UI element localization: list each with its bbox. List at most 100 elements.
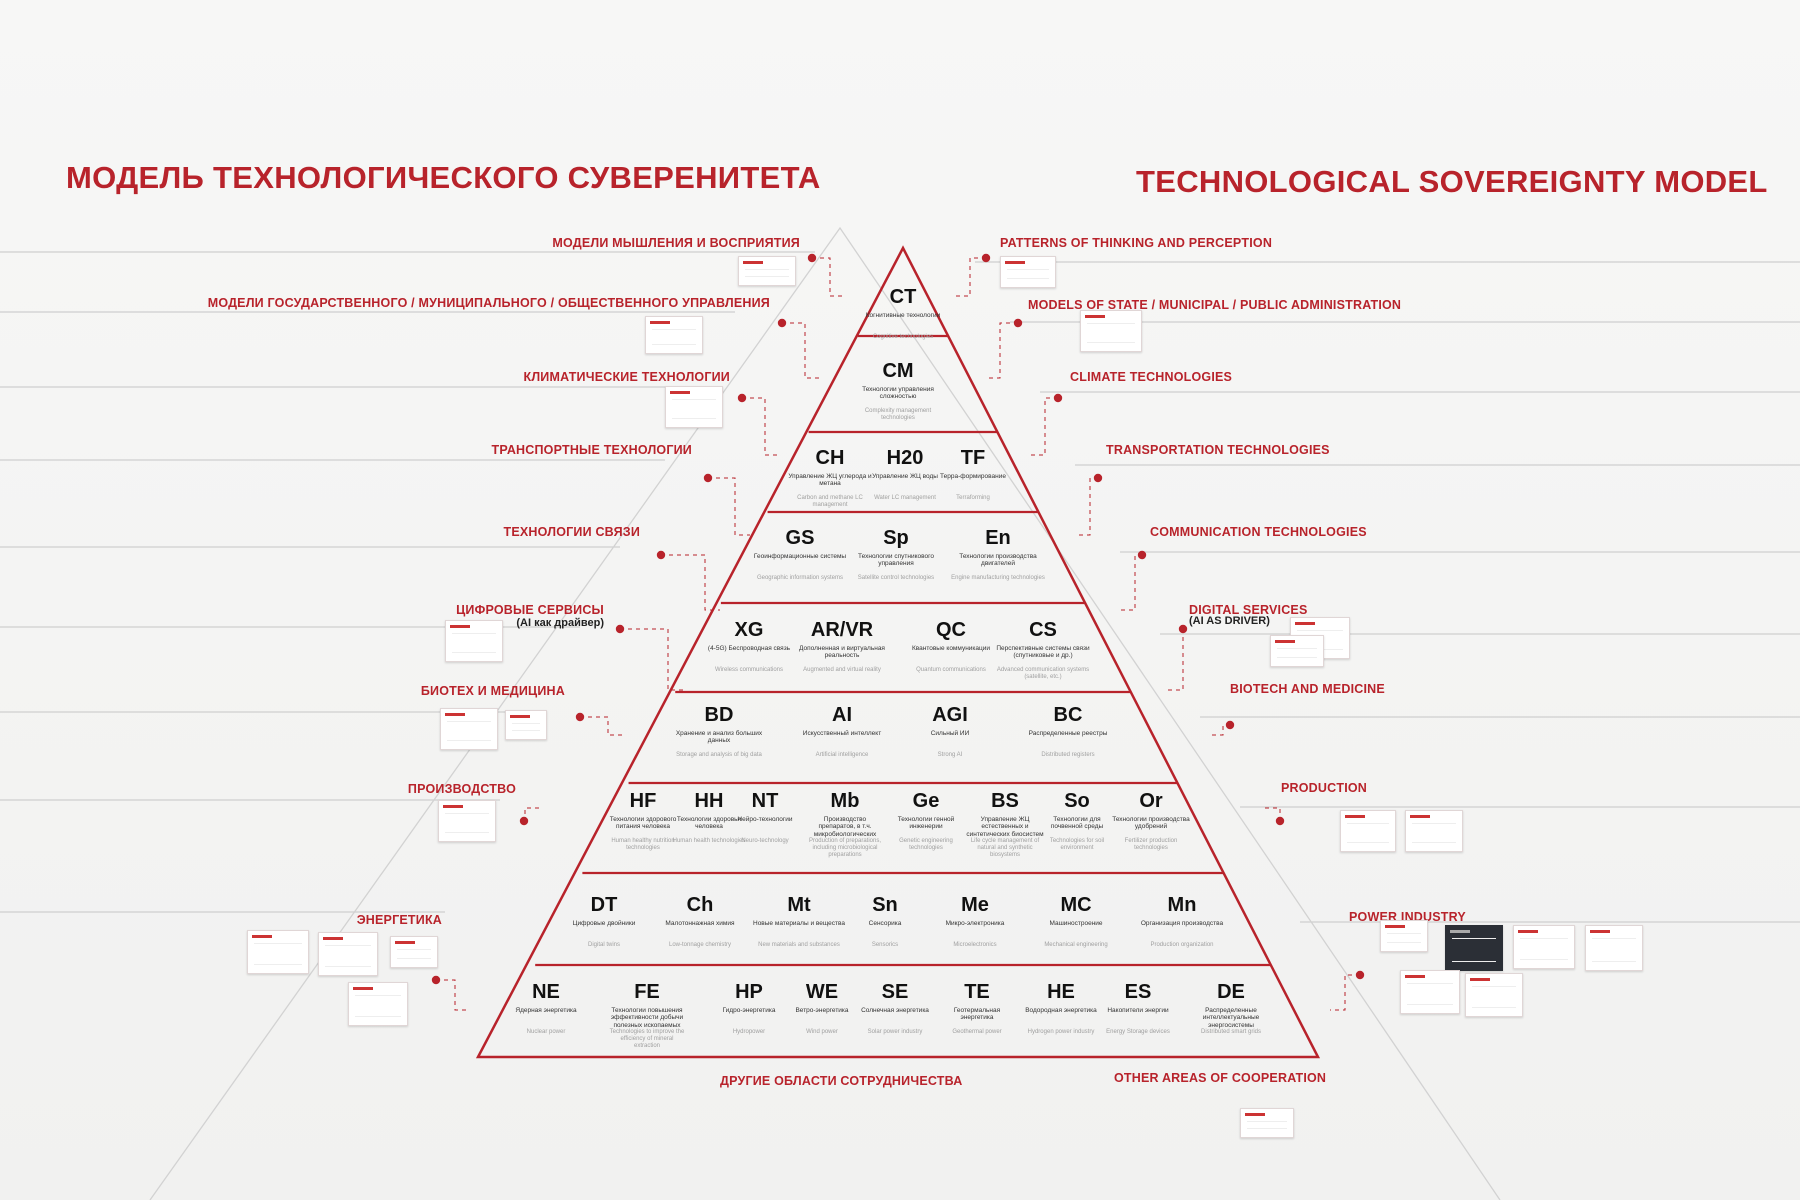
tech-code-sp: Sp <box>883 527 909 549</box>
tech-name-en: Satellite control technologies <box>857 575 935 581</box>
tech-name-en: Complexity management technologies <box>864 408 932 421</box>
tech-name-ru: Солнечная энергетика <box>861 1007 929 1014</box>
pinned-note-card <box>247 930 309 974</box>
category-label-ru-7: БИОТЕХ И МЕДИЦИНА <box>420 684 565 698</box>
tech-name-ru: Технологии производства двигателей <box>959 553 1037 568</box>
tech-code-hp: HP <box>735 981 763 1003</box>
category-label-ru-10: ДРУГИЕ ОБЛАСТИ СОТРУДНИЧЕСТВА <box>720 1074 963 1088</box>
tech-name-en: Neuro-technology <box>741 838 789 844</box>
tech-name-ru: Нейро-технологии <box>737 816 793 823</box>
tech-name-ru: Хранение и анализ больших данных <box>675 730 763 745</box>
tech-name-ru: Накопители энергии <box>1107 1007 1169 1014</box>
tech-name-ru: Технологии генной инженерии <box>897 816 955 831</box>
tech-code-nt: NT <box>751 790 779 812</box>
dot-left <box>431 975 441 985</box>
dot-right <box>1178 624 1188 634</box>
dot-left <box>575 712 585 722</box>
tech-code-cm: CM <box>882 360 914 382</box>
tech-code-cs: CS <box>1029 619 1057 641</box>
category-label-ru-8: ПРОИЗВОДСТВО <box>407 782 516 796</box>
category-label-en-9: POWER INDUSTRY <box>1349 910 1466 924</box>
tech-code-dt: DT <box>590 894 618 916</box>
tech-code-te: TE <box>964 981 990 1003</box>
tech-code-ch: Ch <box>686 894 714 916</box>
tech-code-mc: MC <box>1060 894 1092 916</box>
dot-right <box>981 253 991 263</box>
tech-name-ru: Перспективные системы связи (спутниковые… <box>996 645 1090 660</box>
tech-name-ru: Искусственный интеллект <box>802 730 882 737</box>
connector-right <box>1120 554 1142 611</box>
tech-code-mn: Mn <box>1167 894 1197 916</box>
category-label-en-6: DIGITAL SERVICES <box>1189 603 1308 617</box>
dot-right <box>1275 816 1285 826</box>
category-label-en-3: CLIMATE TECHNOLOGIES <box>1070 370 1233 384</box>
category-label-en-10: OTHER AREAS OF COOPERATION <box>1114 1071 1327 1085</box>
tech-code-qc: QC <box>936 619 966 641</box>
digital-services-sub-ru: (AI как драйвер) <box>516 617 604 629</box>
category-label-ru-9: ЭНЕРГЕТИКА <box>356 913 442 927</box>
tech-name-ru: Когнитивные технологии <box>865 312 941 319</box>
tech-code-so: So <box>1064 790 1090 812</box>
category-label-ru-4: ТРАНСПОРТНЫЕ ТЕХНОЛОГИИ <box>491 443 692 457</box>
tech-name-ru: (4-5G) Беспроводная связь <box>707 645 791 652</box>
category-label-en-8: PRODUCTION <box>1281 781 1368 795</box>
tech-code-arvr: AR/VR <box>810 619 874 641</box>
tech-name-ru: Сенсорика <box>868 920 902 927</box>
pinned-note-card <box>1380 920 1428 952</box>
connector-left <box>812 257 845 297</box>
category-label-en-4: TRANSPORTATION TECHNOLOGIES <box>1106 443 1330 457</box>
tech-name-en: Fertilizer production technologies <box>1124 838 1178 851</box>
tech-code-de: DE <box>1217 981 1245 1003</box>
tech-name-ru: Управление ЖЦ естественных и синтетическ… <box>966 816 1044 838</box>
tech-name-en: Geographic information systems <box>756 575 844 581</box>
tech-name-en: Strong AI <box>937 752 963 758</box>
category-label-ru-3: КЛИМАТИЧЕСКИЕ ТЕХНОЛОГИИ <box>523 370 730 384</box>
tech-name-ru: Квантовые коммуникации <box>911 645 991 652</box>
dot-left <box>703 473 713 483</box>
tech-name-ru: Ядерная энергетика <box>515 1007 577 1014</box>
tech-name-ru: Геоинформационные системы <box>753 553 847 560</box>
tech-name-en: Technologies for soil environment <box>1049 838 1105 851</box>
tech-name-ru: Геотермальная энергетика <box>953 1007 1001 1022</box>
tech-name-ru: Технологии здоровья человека <box>676 816 742 831</box>
tech-code-or: Or <box>1139 790 1163 812</box>
pinned-note-card <box>1445 925 1503 971</box>
category-label-ru-1: МОДЕЛИ МЫШЛЕНИЯ И ВОСПРИЯТИЯ <box>552 236 800 250</box>
tech-name-ru: Технологии производства удобрений <box>1112 816 1190 831</box>
dot-left <box>777 318 787 328</box>
tech-name-ru: Производство препаратов, в т.ч. микробио… <box>813 816 877 838</box>
tech-name-en: Human health technologies <box>672 838 746 844</box>
tech-name-ru: Машиностроение <box>1049 920 1103 927</box>
tech-name-ru: Микро-электроника <box>945 920 1005 927</box>
tech-name-ru: Ветро-энергетика <box>795 1007 849 1014</box>
dot-right <box>1225 720 1235 730</box>
tech-name-en: Cognitive technologies <box>872 334 934 340</box>
tech-code-xg: XG <box>734 619 764 641</box>
pinned-note-card <box>318 932 378 976</box>
category-label-en-7: BIOTECH AND MEDICINE <box>1230 682 1385 696</box>
tech-name-en: Hydropower <box>732 1029 766 1035</box>
tech-code-se: SE <box>881 981 909 1003</box>
dot-left <box>656 550 666 560</box>
pinned-note-card <box>1513 925 1575 969</box>
dot-right <box>1355 970 1365 980</box>
category-label-ru-6: ЦИФРОВЫЕ СЕРВИСЫ <box>456 603 604 617</box>
connector-left <box>742 397 780 456</box>
tech-name-ru: Дополненная и виртуальная реальность <box>799 645 885 660</box>
pinned-note-card <box>1585 925 1643 971</box>
pinned-note-card <box>645 316 703 354</box>
pyramid-outline <box>475 245 1321 1059</box>
tech-code-he: HE <box>1047 981 1075 1003</box>
tech-name-ru: Управление ЖЦ углерода и метана <box>788 473 872 488</box>
tech-code-hh: HH <box>694 790 724 812</box>
tech-code-ai: AI <box>832 704 852 726</box>
pinned-note-card <box>1270 635 1324 667</box>
tech-name-ru: Терра-формирование <box>940 473 1006 480</box>
tech-name-en: Augmented and virtual reality <box>803 667 881 673</box>
tech-name-ru: Малотоннажная химия <box>665 920 735 927</box>
tech-name-en: Wireless communications <box>714 667 784 673</box>
dot-left <box>519 816 529 826</box>
category-label-en-1: PATTERNS OF THINKING AND PERCEPTION <box>1000 236 1273 250</box>
tech-name-en: Microelectronics <box>953 942 997 948</box>
tech-name-en: Human healthy nutrition technologies <box>611 838 675 851</box>
